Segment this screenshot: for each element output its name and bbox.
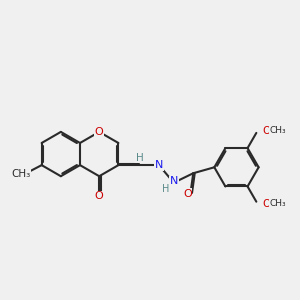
Text: CH₃: CH₃	[270, 200, 286, 208]
Text: O: O	[262, 126, 271, 136]
Text: N: N	[155, 160, 163, 170]
Text: O: O	[95, 127, 103, 137]
Text: CH₃: CH₃	[11, 169, 30, 179]
Text: H: H	[162, 184, 169, 194]
Text: CH₃: CH₃	[270, 126, 286, 135]
Text: O: O	[183, 189, 192, 199]
Text: O: O	[95, 191, 103, 202]
Text: H: H	[136, 153, 143, 163]
Text: O: O	[262, 199, 271, 209]
Text: N: N	[169, 176, 178, 186]
